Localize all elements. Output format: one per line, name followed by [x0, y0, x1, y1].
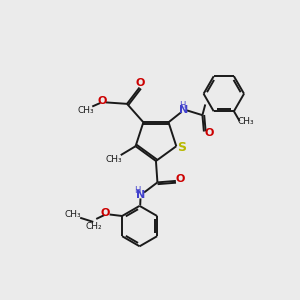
Text: CH₃: CH₃: [105, 155, 122, 164]
Text: H: H: [134, 186, 141, 195]
Text: CH₃: CH₃: [64, 210, 81, 219]
Text: O: O: [205, 128, 214, 138]
Text: N: N: [179, 105, 189, 115]
Text: CH₃: CH₃: [77, 106, 94, 115]
Text: S: S: [177, 141, 186, 154]
Text: H: H: [180, 101, 186, 110]
Text: CH₃: CH₃: [238, 116, 254, 125]
Text: CH₂: CH₂: [85, 222, 102, 231]
Text: O: O: [175, 174, 185, 184]
Text: N: N: [136, 190, 146, 200]
Text: O: O: [136, 78, 145, 88]
Text: O: O: [101, 208, 110, 218]
Text: O: O: [98, 96, 107, 106]
